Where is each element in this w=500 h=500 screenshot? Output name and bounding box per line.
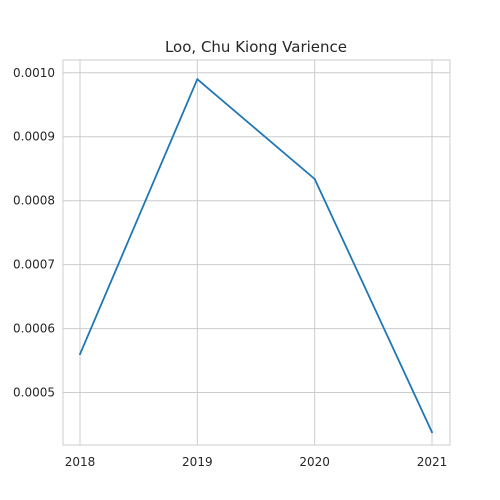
y-gridlines: [63, 72, 450, 394]
y-tick-labels: 0.0005 0.0006 0.0007 0.0008 0.0009 0.0010: [13, 66, 55, 400]
x-tick-label: 2020: [299, 455, 330, 469]
data-point: [79, 353, 81, 356]
chart-title: Loo, Chu Kiong Varience: [165, 38, 347, 56]
y-tick-label: 0.0009: [13, 130, 55, 144]
plot-frame: [62, 59, 451, 446]
x-tick-label: 2018: [65, 455, 96, 469]
x-tick-label: 2021: [417, 455, 448, 469]
y-tick-label: 0.0008: [13, 194, 55, 208]
data-point: [431, 431, 433, 434]
series-line: [79, 78, 433, 434]
x-tick-label: 2019: [182, 455, 213, 469]
data-point: [313, 178, 316, 180]
x-gridlines: [79, 60, 433, 445]
y-tick-label: 0.0007: [13, 258, 55, 272]
series-layer: [79, 78, 433, 434]
x-tick-labels: 2018 2019 2020 2021: [65, 455, 448, 469]
data-point: [196, 78, 199, 81]
y-tick-label: 0.0005: [13, 386, 55, 400]
y-tick-label: 0.0006: [13, 322, 55, 336]
y-tick-label: 0.0010: [13, 66, 55, 80]
